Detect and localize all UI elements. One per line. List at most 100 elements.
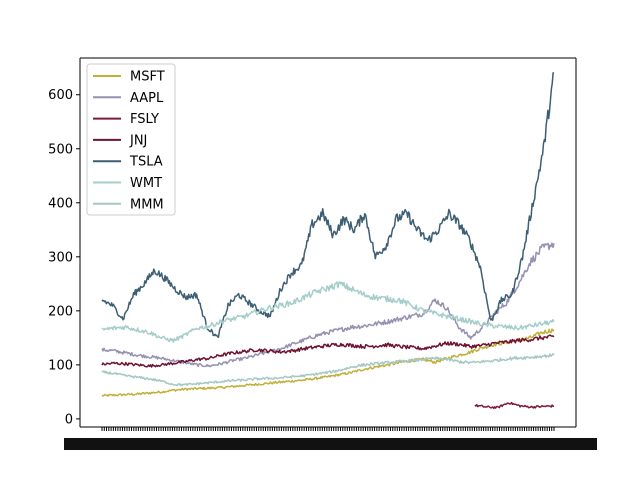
x-tick-label: [179, 438, 185, 450]
x-tick-label: [450, 438, 456, 450]
x-tick-label: [157, 438, 163, 450]
x-tick-label: [560, 438, 566, 450]
x-tick-label: [325, 438, 331, 450]
x-tick-label: [405, 438, 411, 450]
x-tick-label: [188, 438, 194, 450]
x-tick-label: [489, 438, 495, 450]
x-tick-label: [95, 438, 101, 450]
x-tick-label: [525, 438, 531, 450]
x-tick-label: [232, 438, 238, 450]
series-line-jnj: [101, 334, 555, 368]
x-tick-label: [241, 438, 247, 450]
x-tick-label: [166, 438, 172, 450]
x-tick-label: [174, 438, 180, 450]
series-line-tsla: [101, 72, 555, 338]
y-tick-label: 0: [65, 412, 73, 427]
x-tick-label: [192, 438, 198, 450]
y-tick-label: 600: [48, 88, 73, 103]
x-tick-label: [245, 438, 251, 450]
x-tick-label: [68, 438, 74, 450]
x-tick-label: [121, 438, 127, 450]
series-line-wmt: [101, 281, 555, 343]
x-tick-label: [516, 438, 522, 450]
x-tick-label: [205, 438, 211, 450]
x-tick-label: [321, 438, 327, 450]
x-tick-label: [139, 438, 145, 450]
x-tick-label: [361, 438, 367, 450]
x-tick-label: [308, 438, 314, 450]
x-tick-label: [569, 438, 575, 450]
x-tick-label: [294, 438, 300, 450]
x-tick-label: [130, 438, 136, 450]
y-tick-label: 200: [48, 304, 73, 319]
legend-label-tsla: TSLA: [129, 155, 163, 170]
x-tick-label: [237, 438, 243, 450]
x-tick-label: [401, 438, 407, 450]
x-tick-label: [578, 438, 584, 450]
x-tick-label: [272, 438, 278, 450]
legend-label-msft: MSFT: [130, 70, 165, 85]
x-tick-label: [356, 438, 362, 450]
x-tick-label: [330, 438, 336, 450]
y-tick-label: 100: [48, 358, 73, 373]
x-tick-label: [458, 438, 464, 450]
x-tick-label: [86, 438, 92, 450]
x-tick-label: [418, 438, 424, 450]
x-tick-label: [574, 438, 580, 450]
x-tick-label: [117, 438, 123, 450]
x-tick-label: [538, 438, 544, 450]
x-tick-label: [339, 438, 345, 450]
x-tick-label: [281, 438, 287, 450]
x-tick-label: [467, 438, 473, 450]
x-tick-label: [290, 438, 296, 450]
x-tick-label: [445, 438, 451, 450]
x-tick-label: [472, 438, 478, 450]
x-tick-label: [285, 438, 291, 450]
x-tick-label: [259, 438, 265, 450]
x-tick-label: [334, 438, 340, 450]
x-tick-label: [316, 438, 322, 450]
x-tick-label: [254, 438, 260, 450]
x-tick-label: [498, 438, 504, 450]
x-tick-label: [396, 438, 402, 450]
x-tick-label: [90, 438, 96, 450]
x-tick-label: [152, 438, 158, 450]
x-tick-label: [441, 438, 447, 450]
x-tick-label: [214, 438, 220, 450]
x-tick-label: [134, 438, 140, 450]
legend-label-aapl: AAPL: [130, 91, 164, 106]
x-tick-label: [352, 438, 358, 450]
x-tick-label: [547, 438, 553, 450]
y-tick-label: 400: [48, 196, 73, 211]
series-layer: [101, 72, 555, 410]
x-tick-label: [81, 438, 87, 450]
x-tick-label: [370, 438, 376, 450]
legend-label-mmm: MMM: [130, 197, 164, 212]
x-tick-label: [299, 438, 305, 450]
legend: MSFT AAPL FSLY JNJ TSLA WMT MMM: [86, 63, 176, 216]
x-tick-label: [414, 438, 420, 450]
axis-layer: 0 100 200 300 400 500 600: [48, 57, 597, 450]
x-tick-label: [303, 438, 309, 450]
x-tick-label: [427, 438, 433, 450]
x-tick-label: [112, 438, 118, 450]
x-tick-label: [170, 438, 176, 450]
x-tick-label: [507, 438, 513, 450]
x-tick-label: [108, 438, 114, 450]
x-tick-label: [103, 438, 109, 450]
x-tick-label: [410, 438, 416, 450]
x-tick-label: [148, 438, 154, 450]
x-tick-label: [99, 438, 105, 450]
x-tick-label: [463, 438, 469, 450]
x-tick-label: [183, 438, 189, 450]
x-tick-label: [312, 438, 318, 450]
y-tick-label: 500: [48, 142, 73, 157]
x-tick-label: [436, 438, 442, 450]
x-tick-label: [347, 438, 353, 450]
x-tick-label: [543, 438, 549, 450]
x-tick-label: [263, 438, 269, 450]
x-tick-label: [583, 438, 589, 450]
x-tick-label: [552, 438, 558, 450]
x-tick-label: [126, 438, 132, 450]
